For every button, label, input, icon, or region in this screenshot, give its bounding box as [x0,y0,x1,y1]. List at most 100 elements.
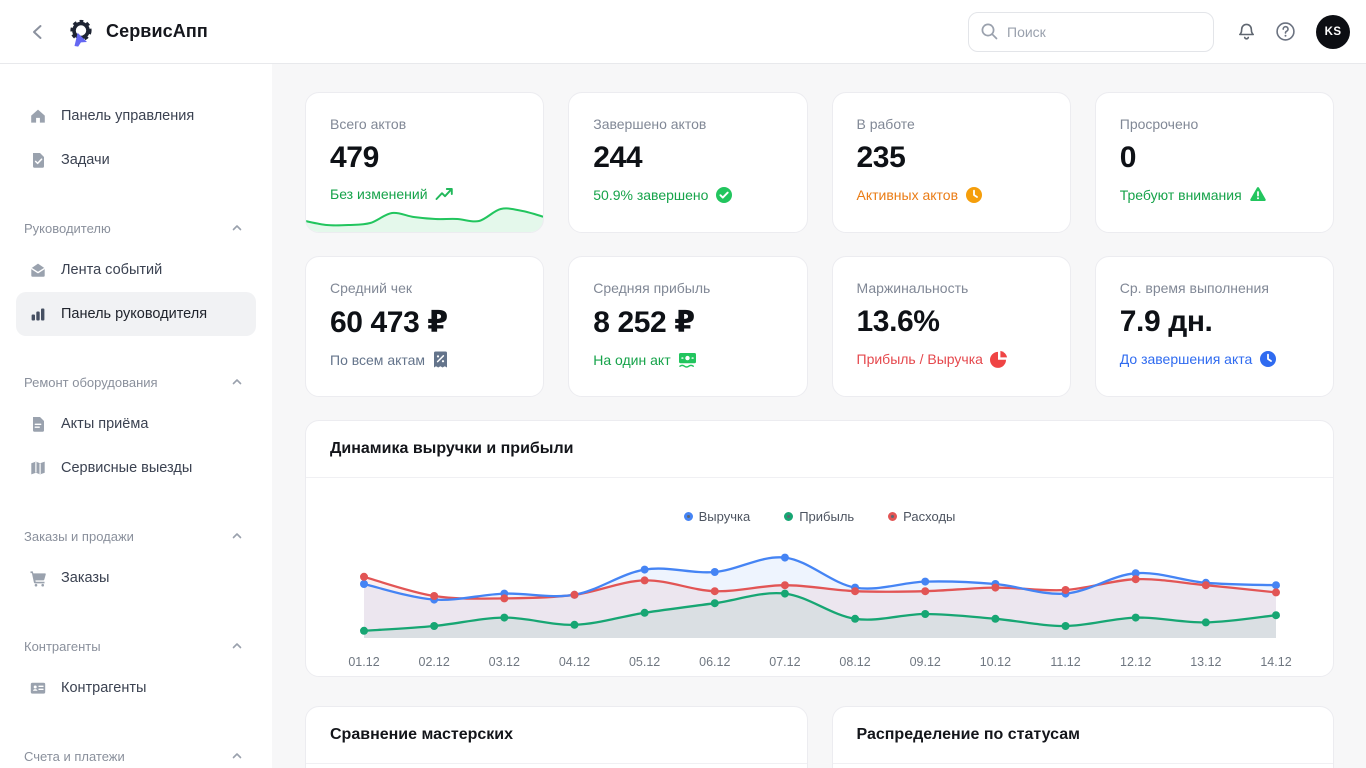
stat-value: 13.6% [856,305,940,338]
help-button[interactable] [1275,21,1296,42]
sidebar-item-executive-dashboard[interactable]: Панель руководителя [16,292,256,336]
stat-label: Просрочено [1119,116,1199,132]
stat-sub: На один акт [593,351,782,368]
stat-sub: По всем актам [330,351,519,369]
legend-marker-revenue [683,511,693,521]
stat-value: 244 [593,141,643,174]
card-title: Распределение по статусам [856,726,1080,743]
stat-sub: Прибыль / Выручка [857,350,1046,368]
sidebar-item-label: Панель руководителя [61,306,208,322]
legend-item-expenses[interactable]: Расходы [888,509,955,524]
chevron-up-icon [232,753,242,759]
stat-card-total-acts: Всего актов 479 Без изменений [305,92,545,233]
banknote-icon [678,353,696,368]
stat-value: 235 [856,141,906,174]
stat-label: Всего актов [330,116,407,132]
sidebar-item-label: Лента событий [61,262,163,278]
search-icon [981,23,998,39]
legend-item-revenue[interactable]: Выручка [683,509,750,524]
legend-marker-expenses [888,511,898,521]
svg-text:13.12: 13.12 [1190,655,1221,669]
legend-item-profit[interactable]: Прибыль [784,509,854,524]
app-title: СервисАпп [106,21,208,41]
id-card-icon [28,679,48,697]
stat-card-average-profit: Средняя прибыль 8 252 ₽ На один акт [568,256,808,397]
status-distribution-card: Распределение по статусам [831,706,1334,768]
svg-text:08.12: 08.12 [839,655,870,669]
stats-grid: Всего актов 479 Без изменений Завершено … [305,92,1334,397]
sidebar-item-tasks[interactable]: Задачи [16,138,256,182]
stat-card-avg-completion-time: Ср. время выполнения 7.9 дн. До завершен… [1094,256,1334,397]
svg-text:09.12: 09.12 [910,655,941,669]
bell-icon [1239,23,1254,40]
search-box [968,11,1214,52]
map-icon [28,459,48,477]
stat-label: Средний чек [330,280,413,296]
back-button[interactable] [24,18,52,46]
chevron-up-icon [232,379,242,385]
document-icon [28,415,48,433]
chart-body: Выручка Прибыль Расходы 01.12 02.12 03.12 0… [306,506,1333,676]
bottom-cards: Сравнение мастерских Распределение по ст… [305,706,1334,768]
card-header: Распределение по статусам [832,707,1333,764]
workshops-comparison-card: Сравнение мастерских [305,706,808,768]
search-input[interactable] [968,11,1214,52]
alert-triangle-icon [1249,187,1266,201]
svg-text:14.12: 14.12 [1260,655,1291,669]
dashboard-main: Всего актов 479 Без изменений Завершено … [272,64,1366,768]
sidebar-section-orders-sales[interactable]: Заказы и продажи [16,526,256,546]
sidebar-item-label: Сервисные выезды [61,460,193,476]
sidebar-item-control-panel[interactable]: Панель управления [16,94,256,138]
help-circle-icon [1276,22,1295,41]
sidebar-item-label: Акты приёма [61,416,149,432]
revenue-trend-card: Динамика выручки и прибыли Выручка Прибы… [305,420,1334,677]
sidebar-item-service-visits[interactable]: Сервисные выезды [16,446,256,490]
stat-value: 479 [330,141,379,174]
svg-text:12.12: 12.12 [1120,655,1151,669]
clock-icon [1260,351,1277,367]
sidebar-section-label: Контрагенты [24,638,101,654]
chevron-up-icon [232,225,242,231]
cart-icon [28,569,48,587]
svg-text:05.12: 05.12 [629,655,660,669]
svg-text:10.12: 10.12 [980,655,1011,669]
legend-marker-profit [784,511,794,521]
stat-value: 60 473 ₽ [330,306,448,339]
chevron-up-icon [232,643,242,649]
stat-sub: Активных актов [857,186,1046,204]
stat-label: Средняя прибыль [593,280,711,296]
stat-value: 8 252 ₽ [593,306,695,339]
sidebar-section-contractors[interactable]: Контрагенты [16,636,256,656]
sidebar-item-label: Задачи [61,152,110,168]
stat-label: Завершено актов [593,116,707,132]
stat-sub: До завершения акта [1120,350,1309,368]
chart-card-header: Динамика выручки и прибыли [306,421,1333,478]
svg-text:04.12: 04.12 [559,655,590,669]
sidebar-item-acceptance-acts[interactable]: Акты приёма [16,402,256,446]
stat-value: 0 [1119,141,1137,174]
task-check-icon [28,151,48,169]
card-title: Сравнение мастерских [330,726,514,743]
svg-text:01.12: 01.12 [348,655,379,669]
stat-sub: 50.9% завершено [593,186,782,204]
sidebar-section-manager[interactable]: Руководителю [16,218,256,238]
svg-text:02.12: 02.12 [419,655,450,669]
chevron-left-icon [33,24,42,39]
sidebar-item-events-feed[interactable]: Лента событий [16,248,256,292]
sidebar-item-contractors[interactable]: Контрагенты [16,666,256,710]
sidebar-section-label: Счета и платежи [24,748,125,764]
revenue-trend-chart: 01.12 02.12 03.12 04.12 05.12 06.12 07.12 08.12… [348,553,1292,669]
check-circle-icon [716,187,733,203]
sidebar-section-invoices-payments[interactable]: Счета и платежи [16,746,256,766]
card-header: Сравнение мастерских [306,707,807,764]
stat-card-completed-acts: Завершено актов 244 50.9% завершено [568,92,808,233]
app-logo-group: СервисАпп [66,17,208,47]
stat-card-margin: Маржинальность 13.6% Прибыль / Выручка [831,256,1071,397]
user-avatar[interactable]: KS [1316,14,1350,49]
sparkline-chart [306,207,544,232]
sidebar-item-orders[interactable]: Заказы [16,556,256,600]
notifications-button[interactable] [1236,21,1257,42]
stat-card-overdue: Просрочено 0 Требуют внимания [1094,92,1334,233]
sidebar-section-label: Ремонт оборудования [24,374,158,390]
sidebar-section-equipment-repair[interactable]: Ремонт оборудования [16,372,256,392]
